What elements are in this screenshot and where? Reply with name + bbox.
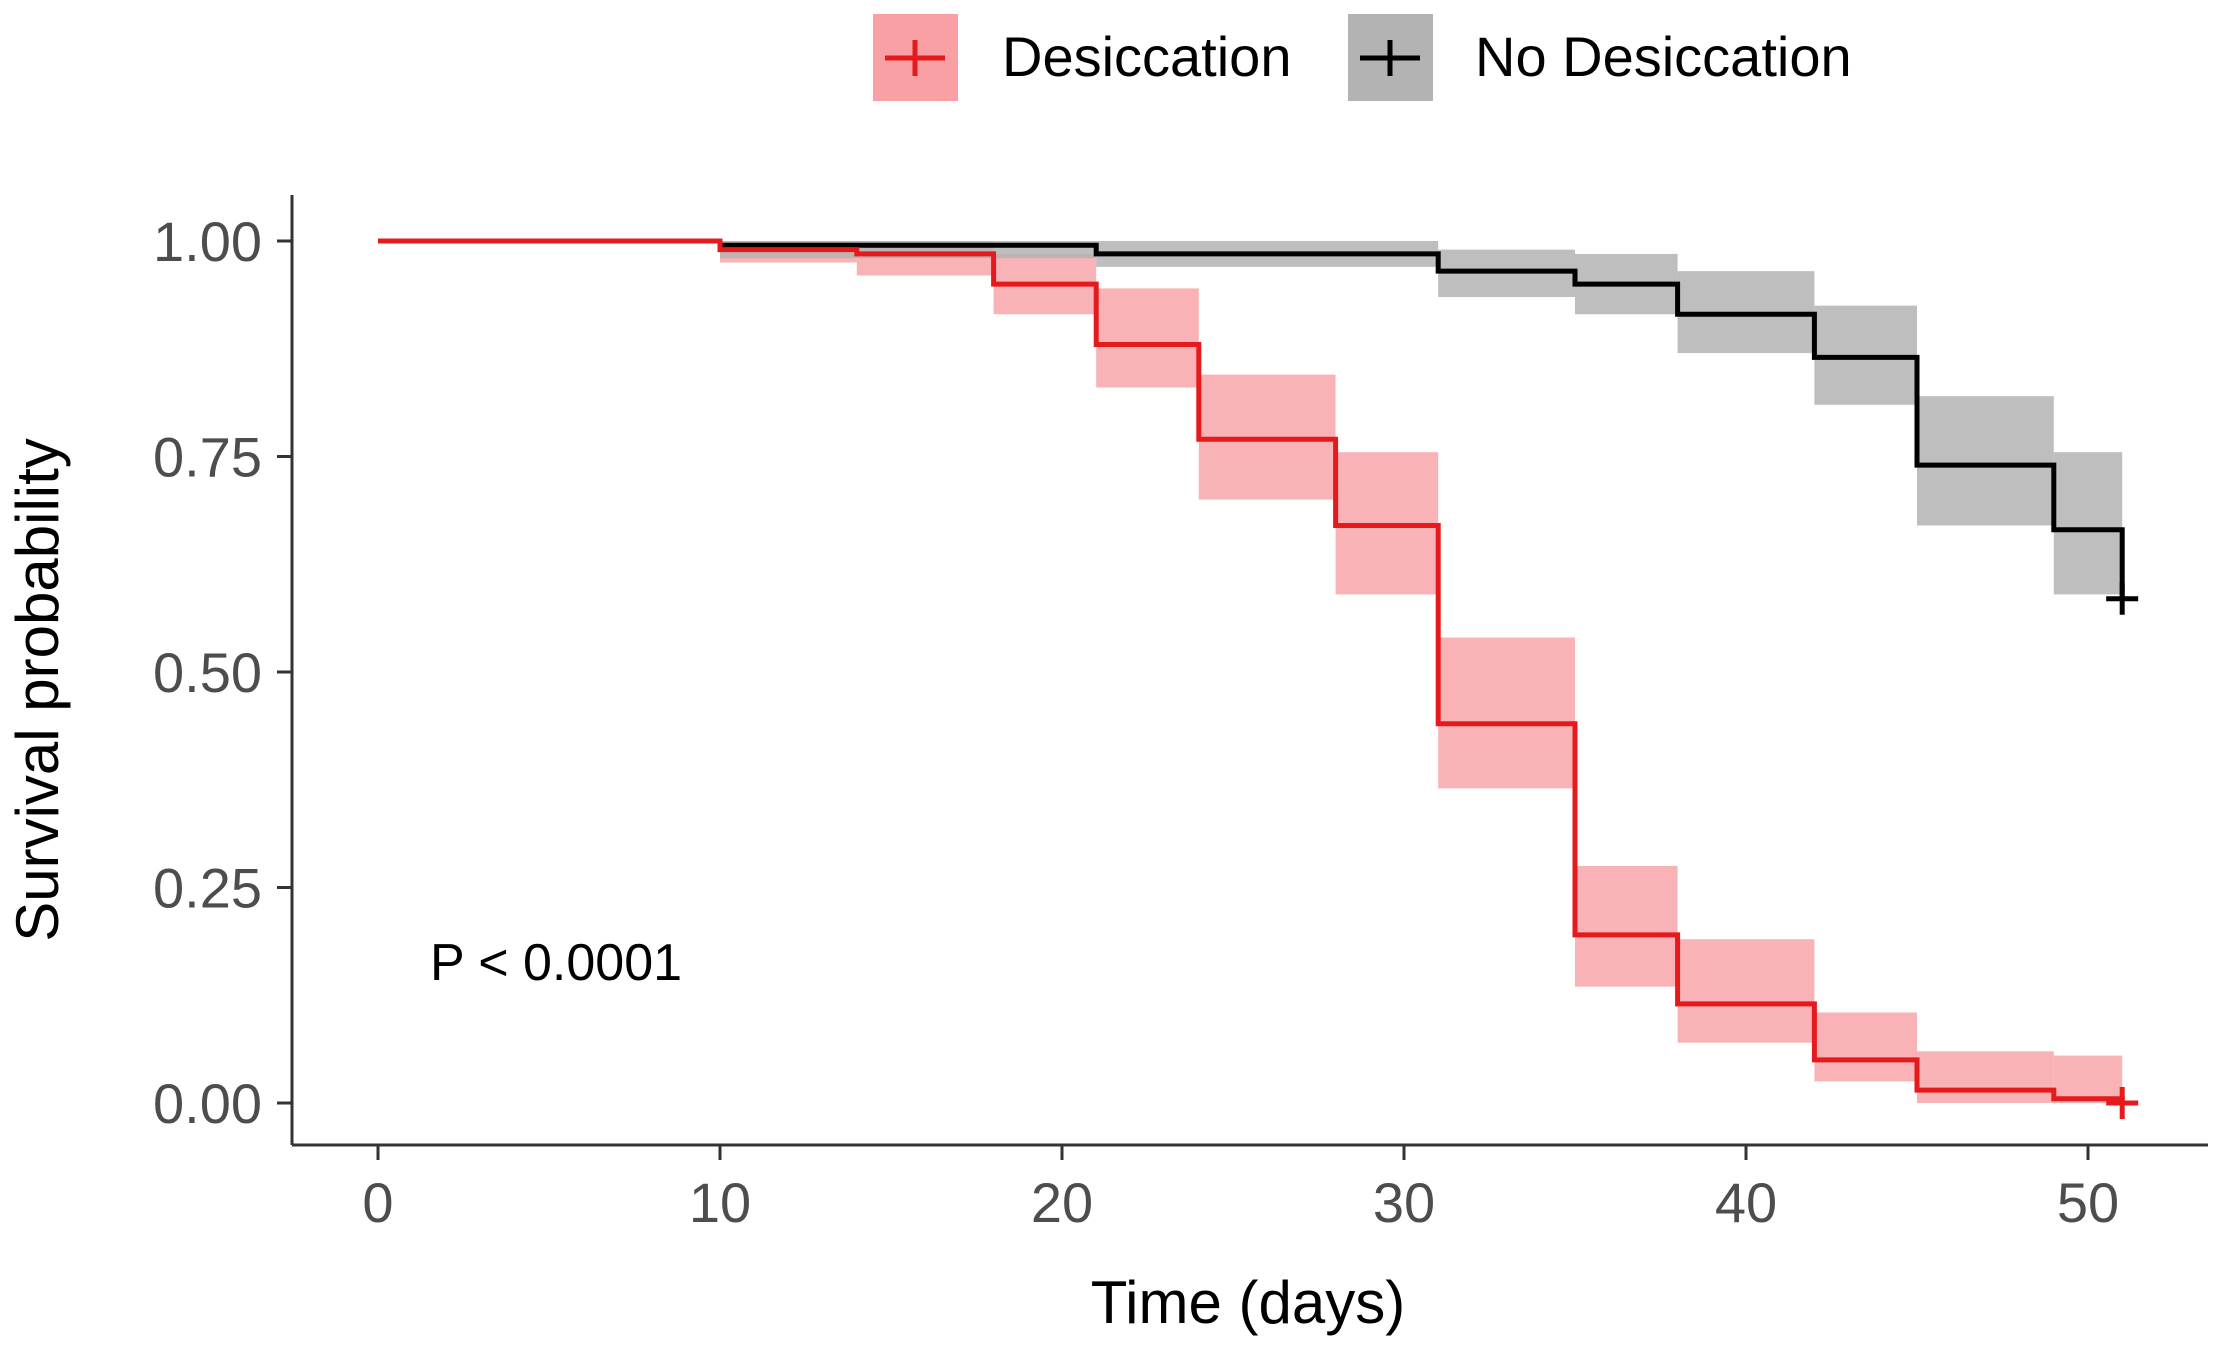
ci-band-segment (2053, 452, 2123, 595)
legend-label-no-desiccation: No Desiccation (1475, 25, 1852, 88)
ci-band-segment (1575, 865, 1678, 987)
survival-line-desiccation (378, 238, 2125, 1103)
ticks: 0 10 20 30 40 50 0.00 0.25 0.50 0.75 1.00 (153, 210, 2119, 1234)
ci-band-segment (1096, 288, 1199, 388)
x-tick-label: 30 (1373, 1171, 1435, 1234)
survival-line-no-desiccation (378, 238, 2125, 599)
y-tick-label: 0.75 (153, 426, 262, 489)
censor-mark (2106, 1087, 2139, 1119)
x-axis-title: Time (days) (1091, 1269, 1405, 1336)
ci-band-segment (1917, 1051, 2054, 1103)
y-axis-title: Survival probability (4, 438, 71, 942)
y-tick-label: 0.50 (153, 641, 262, 704)
ci-band-segment (1438, 637, 1575, 789)
y-tick-label: 0.25 (153, 857, 262, 920)
ci-band-segment (1814, 1012, 1917, 1082)
y-tick-label: 0.00 (153, 1072, 262, 1135)
censor-mark (2106, 582, 2139, 615)
y-tick-label: 1.00 (153, 210, 262, 273)
x-tick-label: 40 (1715, 1171, 1777, 1234)
ci-band-segment (1677, 939, 1815, 1043)
confidence-bands (720, 241, 2123, 1103)
x-tick-label: 0 (362, 1171, 393, 1234)
axes (290, 195, 2208, 1147)
x-tick-label: 10 (689, 1171, 751, 1234)
x-tick-label: 20 (1031, 1171, 1093, 1234)
survival-lines (378, 238, 2139, 1119)
legend: Desiccation No Desiccation (873, 14, 1852, 101)
ci-band-segment (2053, 1055, 2123, 1103)
x-tick-label: 50 (2057, 1171, 2119, 1234)
ci-band-segment (1917, 396, 2054, 526)
legend-label-desiccation: Desiccation (1002, 25, 1291, 88)
p-value-annotation: P < 0.0001 (430, 934, 682, 992)
